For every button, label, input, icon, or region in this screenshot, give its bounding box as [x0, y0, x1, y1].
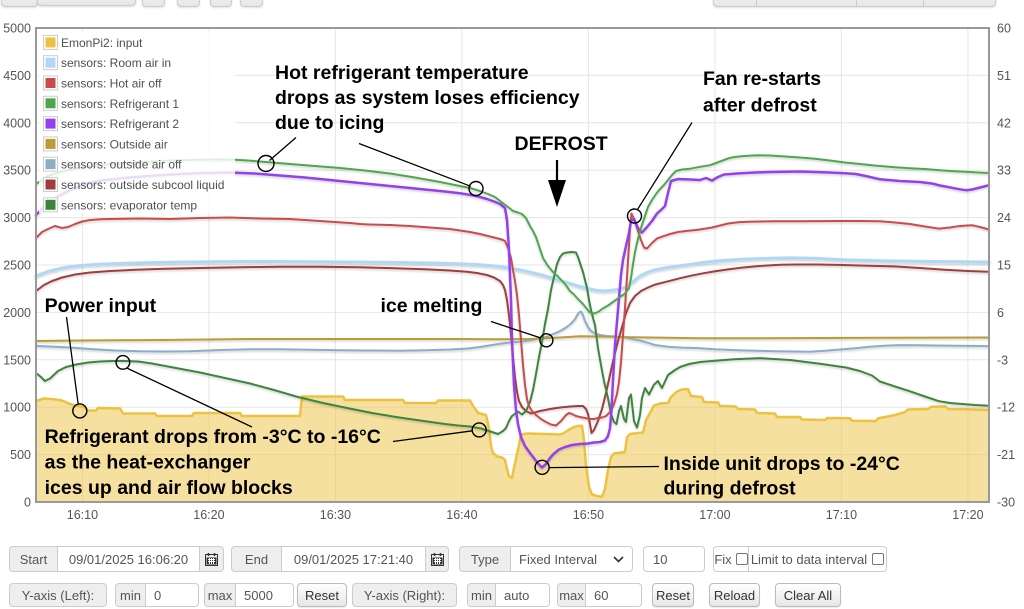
svg-text:17:20: 17:20 [952, 508, 983, 522]
svg-text:500: 500 [10, 448, 31, 462]
svg-text:2500: 2500 [3, 259, 31, 273]
svg-text:Inside unit drops to -24°C: Inside unit drops to -24°C [664, 453, 900, 475]
svg-text:4000: 4000 [3, 116, 31, 130]
svg-text:6: 6 [997, 306, 1004, 320]
svg-text:16:50: 16:50 [573, 508, 604, 522]
svg-text:1000: 1000 [3, 401, 31, 415]
svg-text:Refrigerant drops from -3°C to: Refrigerant drops from -3°C to -16°C [45, 426, 381, 448]
svg-text:Power input: Power input [45, 295, 157, 317]
svg-text:15: 15 [997, 259, 1011, 273]
svg-text:42: 42 [997, 116, 1011, 130]
svg-text:sensors: Outside air: sensors: Outside air [61, 137, 168, 151]
svg-text:drops as system loses efficien: drops as system loses efficiency [275, 87, 580, 109]
svg-text:sensors: outside subcool liqui: sensors: outside subcool liquid [61, 178, 224, 192]
svg-text:sensors: Room air in: sensors: Room air in [61, 56, 171, 70]
svg-text:sensors: Hot air off: sensors: Hot air off [61, 77, 162, 91]
svg-text:16:20: 16:20 [193, 508, 224, 522]
svg-text:1500: 1500 [3, 353, 31, 367]
svg-text:-12: -12 [997, 401, 1015, 415]
svg-text:16:30: 16:30 [320, 508, 351, 522]
svg-text:0: 0 [24, 496, 31, 510]
svg-text:-21: -21 [997, 448, 1015, 462]
svg-text:60: 60 [997, 22, 1011, 36]
svg-text:2000: 2000 [3, 306, 31, 320]
svg-text:24: 24 [997, 211, 1011, 225]
svg-text:Hot refrigerant temperature: Hot refrigerant temperature [275, 62, 529, 84]
svg-text:3500: 3500 [3, 164, 31, 178]
svg-text:sensors: outside air off: sensors: outside air off [61, 158, 182, 172]
svg-text:DEFROST: DEFROST [515, 133, 608, 155]
svg-text:51: 51 [997, 69, 1011, 83]
svg-text:-3: -3 [997, 353, 1008, 367]
svg-text:-30: -30 [997, 496, 1015, 510]
svg-text:17:10: 17:10 [826, 508, 857, 522]
svg-text:sensors: Refrigerant 2: sensors: Refrigerant 2 [61, 117, 179, 131]
svg-text:5000: 5000 [3, 22, 31, 36]
svg-text:4500: 4500 [3, 69, 31, 83]
svg-text:sensors: Refrigerant 1: sensors: Refrigerant 1 [61, 97, 179, 111]
svg-text:16:40: 16:40 [446, 508, 477, 522]
svg-text:due to icing: due to icing [275, 112, 384, 134]
svg-text:after defrost: after defrost [703, 95, 817, 117]
svg-text:ice melting: ice melting [381, 295, 483, 317]
svg-text:16:10: 16:10 [67, 508, 98, 522]
svg-text:Fan re-starts: Fan re-starts [703, 68, 821, 90]
svg-text:ices up and air flow blocks: ices up and air flow blocks [45, 477, 293, 499]
svg-text:as the heat-exchanger: as the heat-exchanger [45, 452, 251, 474]
svg-text:during defrost: during defrost [664, 478, 797, 500]
svg-text:33: 33 [997, 164, 1011, 178]
svg-text:sensors: evaporator temp: sensors: evaporator temp [61, 198, 197, 212]
svg-text:17:00: 17:00 [699, 508, 730, 522]
svg-text:EmonPi2: input: EmonPi2: input [61, 36, 143, 50]
svg-text:3000: 3000 [3, 211, 31, 225]
